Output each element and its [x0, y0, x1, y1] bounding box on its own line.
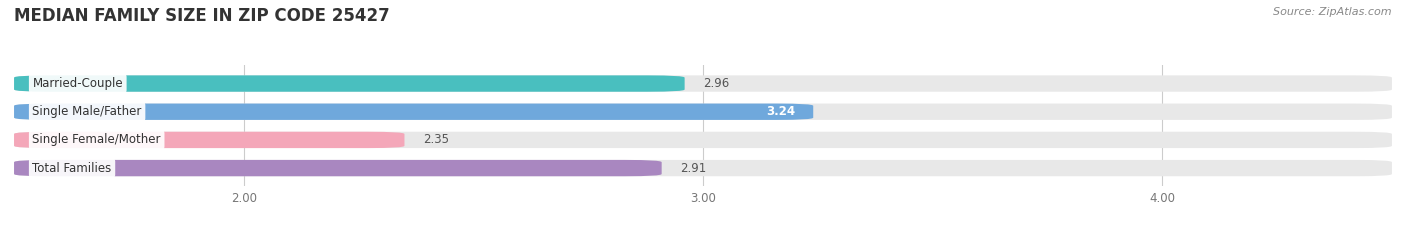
- FancyBboxPatch shape: [14, 160, 1392, 176]
- FancyBboxPatch shape: [14, 103, 813, 120]
- Text: Single Male/Father: Single Male/Father: [32, 105, 142, 118]
- FancyBboxPatch shape: [14, 132, 1392, 148]
- FancyBboxPatch shape: [14, 103, 1392, 120]
- Text: Single Female/Mother: Single Female/Mother: [32, 134, 160, 146]
- FancyBboxPatch shape: [14, 132, 405, 148]
- FancyBboxPatch shape: [14, 75, 1392, 92]
- FancyBboxPatch shape: [14, 160, 662, 176]
- Text: Married-Couple: Married-Couple: [32, 77, 124, 90]
- Text: 2.91: 2.91: [681, 161, 706, 175]
- Text: 2.35: 2.35: [423, 134, 449, 146]
- Text: Total Families: Total Families: [32, 161, 111, 175]
- Text: 3.24: 3.24: [766, 105, 794, 118]
- FancyBboxPatch shape: [14, 75, 685, 92]
- Text: MEDIAN FAMILY SIZE IN ZIP CODE 25427: MEDIAN FAMILY SIZE IN ZIP CODE 25427: [14, 7, 389, 25]
- Text: 2.96: 2.96: [703, 77, 730, 90]
- Text: Source: ZipAtlas.com: Source: ZipAtlas.com: [1274, 7, 1392, 17]
